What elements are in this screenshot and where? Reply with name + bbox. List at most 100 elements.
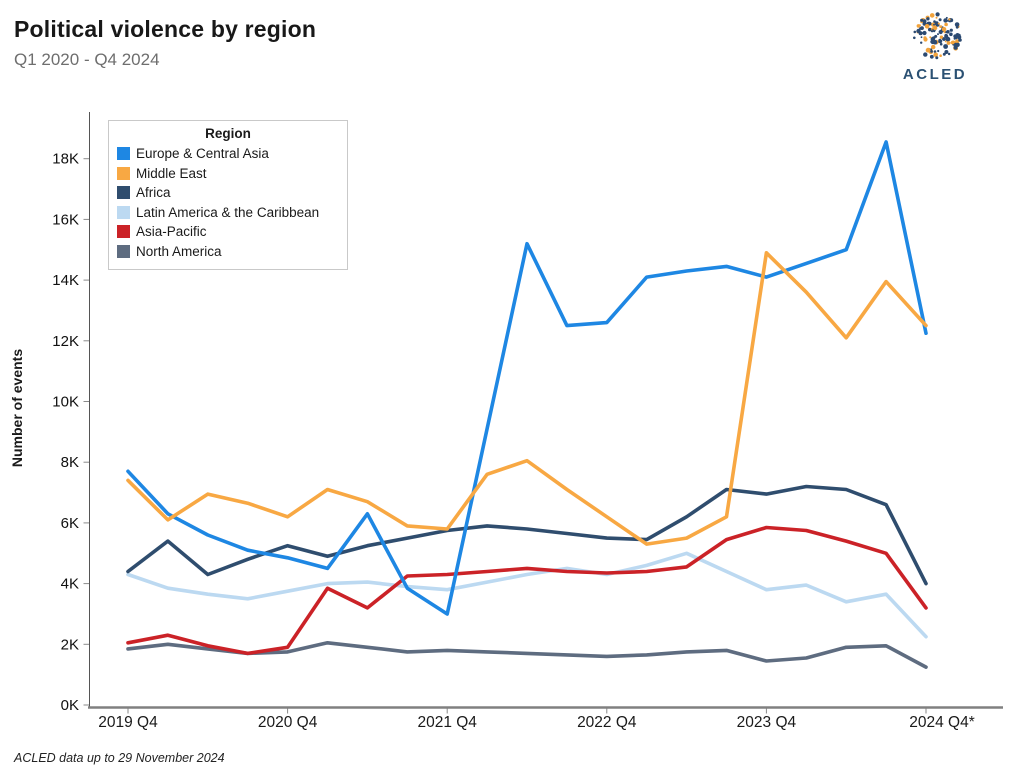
logo-dot bbox=[944, 50, 949, 54]
series-line-middle-east bbox=[126, 251, 928, 546]
logo-dot bbox=[944, 40, 947, 43]
logo-dot bbox=[923, 36, 927, 40]
page-title: Political violence by region bbox=[14, 16, 317, 42]
y-tick-label: 0K bbox=[61, 697, 79, 714]
legend-swatch-icon bbox=[117, 205, 130, 219]
logo-dot bbox=[949, 28, 953, 32]
logo-dot bbox=[922, 19, 927, 24]
logo-dot bbox=[913, 30, 917, 34]
y-tick-label: 16K bbox=[52, 211, 79, 228]
acled-globe-icon bbox=[913, 12, 962, 60]
logo-dot bbox=[938, 39, 943, 44]
logo-dot bbox=[924, 24, 930, 29]
legend-item: North America bbox=[117, 242, 339, 262]
logo-dot bbox=[943, 44, 948, 49]
logo-dot bbox=[939, 35, 944, 39]
y-tick-label: 4K bbox=[61, 576, 79, 593]
logo-dot bbox=[941, 27, 947, 32]
logo-dot bbox=[942, 37, 946, 41]
series-line-europe-central-asia bbox=[126, 140, 928, 616]
y-tick-label: 6K bbox=[61, 515, 79, 532]
logo-dot bbox=[920, 36, 923, 39]
logo-dot bbox=[954, 22, 960, 27]
y-axis-title: Number of events bbox=[9, 348, 25, 468]
legend-swatch-icon bbox=[117, 166, 130, 180]
legend-item: Africa bbox=[117, 183, 339, 203]
logo-dot bbox=[937, 22, 940, 25]
y-tick-label: 8K bbox=[61, 454, 79, 471]
footer-note: ACLED data up to 29 November 2024 bbox=[14, 751, 225, 765]
legend-item: Europe & Central Asia bbox=[117, 144, 339, 164]
y-tick-label: 12K bbox=[52, 333, 79, 350]
logo-dot bbox=[953, 45, 958, 50]
logo-dot bbox=[942, 52, 946, 56]
logo-dot bbox=[938, 18, 942, 22]
x-tick-label: 2024 Q4* bbox=[909, 714, 975, 731]
y-tick-label: 2K bbox=[61, 636, 79, 653]
series-line-asia-pacific bbox=[126, 525, 928, 656]
legend-item-label: North America bbox=[136, 243, 222, 259]
logo-dot bbox=[934, 34, 938, 38]
logo-dot bbox=[933, 52, 938, 58]
legend-item-label: Middle East bbox=[136, 165, 207, 181]
x-tick-label: 2021 Q4 bbox=[417, 714, 477, 731]
legend-item-label: Asia-Pacific bbox=[136, 224, 207, 240]
logo-dot bbox=[949, 32, 953, 37]
logo-dot bbox=[923, 52, 928, 57]
logo-dot bbox=[913, 36, 916, 40]
x-tick-label: 2023 Q4 bbox=[737, 714, 797, 731]
logo-dot bbox=[933, 23, 935, 26]
legend-item: Latin America & the Caribbean bbox=[117, 203, 339, 223]
x-tick-label: 2019 Q4 bbox=[98, 714, 158, 731]
logo-dot bbox=[938, 29, 943, 35]
logo-dot bbox=[945, 31, 948, 34]
logo-dot bbox=[922, 30, 927, 36]
logo-dot bbox=[951, 41, 954, 44]
legend-item: Middle East bbox=[117, 164, 339, 184]
logo-dot bbox=[946, 41, 951, 45]
logo-dot bbox=[933, 20, 936, 23]
logo-dot bbox=[919, 27, 922, 30]
legend-title: Region bbox=[205, 126, 251, 141]
logo-dot bbox=[935, 56, 939, 60]
logo-dot bbox=[943, 18, 948, 23]
legend-item-label: Africa bbox=[136, 185, 171, 201]
legend: Region Europe & Central Asia Middle East A… bbox=[108, 120, 348, 270]
x-tick-label: 2020 Q4 bbox=[258, 714, 318, 731]
logo-dot bbox=[929, 36, 932, 39]
logo-dot bbox=[939, 42, 943, 46]
logo-dot bbox=[926, 17, 930, 21]
logo-dot bbox=[929, 13, 935, 18]
logo-dot bbox=[920, 18, 924, 22]
acled-logo: ACLED bbox=[895, 8, 975, 88]
logo-dot bbox=[933, 50, 937, 53]
y-tick-label: 18K bbox=[52, 151, 79, 168]
logo-dot bbox=[935, 12, 940, 17]
logo-dot bbox=[939, 54, 942, 57]
legend-item-label: Europe & Central Asia bbox=[136, 146, 269, 162]
logo-dot bbox=[920, 41, 923, 44]
logo-dot bbox=[937, 49, 940, 53]
logo-dot bbox=[953, 37, 956, 40]
logo-dot bbox=[939, 25, 942, 28]
logo-dot bbox=[929, 54, 934, 59]
logo-dot bbox=[933, 30, 936, 33]
series-line-latin-america-the-caribbean bbox=[126, 551, 928, 639]
logo-dot bbox=[937, 33, 939, 36]
y-tick-label: 10K bbox=[52, 394, 79, 411]
logo-dot bbox=[935, 16, 938, 19]
legend-swatch-icon bbox=[117, 244, 130, 258]
legend-swatch-icon bbox=[117, 225, 130, 239]
logo-dot bbox=[930, 40, 934, 44]
x-tick-label: 2022 Q4 bbox=[577, 714, 637, 731]
logo-dot bbox=[928, 27, 932, 32]
logo-dot bbox=[918, 31, 923, 36]
logo-dot bbox=[925, 47, 931, 53]
legend-item-label: Latin America & the Caribbean bbox=[136, 204, 320, 220]
logo-dot bbox=[918, 24, 921, 27]
series-line-africa bbox=[126, 484, 928, 586]
acled-wordmark: ACLED bbox=[902, 66, 968, 83]
logo-dot bbox=[931, 44, 936, 50]
